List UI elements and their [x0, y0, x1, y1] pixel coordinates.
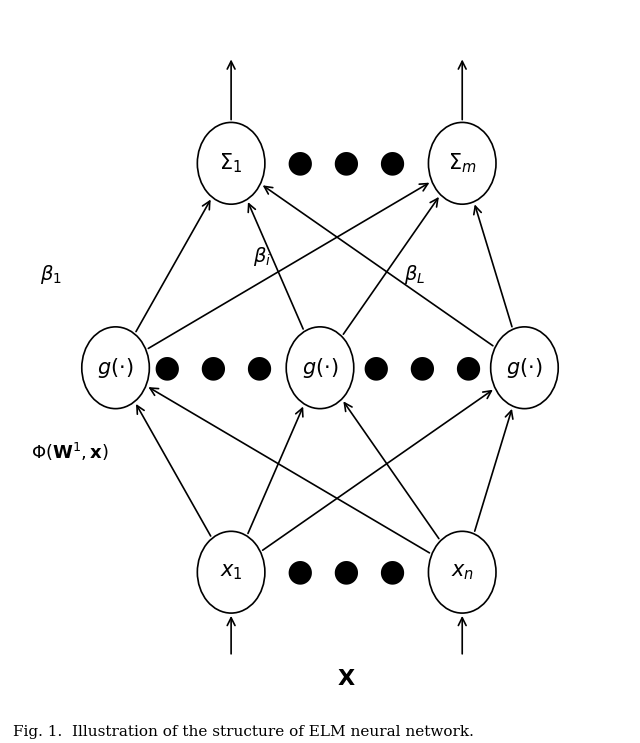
Text: $x_1$: $x_1$: [220, 562, 243, 582]
Text: $x_n$: $x_n$: [451, 562, 474, 582]
Ellipse shape: [197, 123, 265, 204]
Text: $\Phi(\mathbf{W}^1,\mathbf{x})$: $\Phi(\mathbf{W}^1,\mathbf{x})$: [31, 441, 109, 463]
Text: $g(\cdot)$: $g(\cdot)$: [97, 356, 134, 380]
Text: $\beta_1$: $\beta_1$: [40, 263, 62, 286]
Text: $\beta_L$: $\beta_L$: [404, 263, 426, 286]
Text: $g(\cdot)$: $g(\cdot)$: [302, 356, 338, 380]
Text: $\Sigma_1$: $\Sigma_1$: [220, 152, 243, 175]
Ellipse shape: [82, 327, 149, 409]
Text: ●  ●  ●: ● ● ●: [287, 149, 406, 178]
Ellipse shape: [428, 123, 496, 204]
Text: ●  ●  ●: ● ● ●: [154, 353, 273, 382]
Text: $\Sigma_m$: $\Sigma_m$: [448, 152, 477, 175]
Text: $\mathbf{X}$: $\mathbf{X}$: [337, 669, 356, 689]
Ellipse shape: [428, 531, 496, 613]
Text: $\beta_i$: $\beta_i$: [253, 245, 271, 268]
Ellipse shape: [491, 327, 558, 409]
Text: $g(\cdot)$: $g(\cdot)$: [506, 356, 543, 380]
Ellipse shape: [286, 327, 354, 409]
Text: ●  ●  ●: ● ● ●: [287, 558, 406, 587]
Text: Fig. 1.  Illustration of the structure of ELM neural network.: Fig. 1. Illustration of the structure of…: [13, 725, 474, 739]
Ellipse shape: [197, 531, 265, 613]
Text: ●  ●  ●: ● ● ●: [363, 353, 482, 382]
